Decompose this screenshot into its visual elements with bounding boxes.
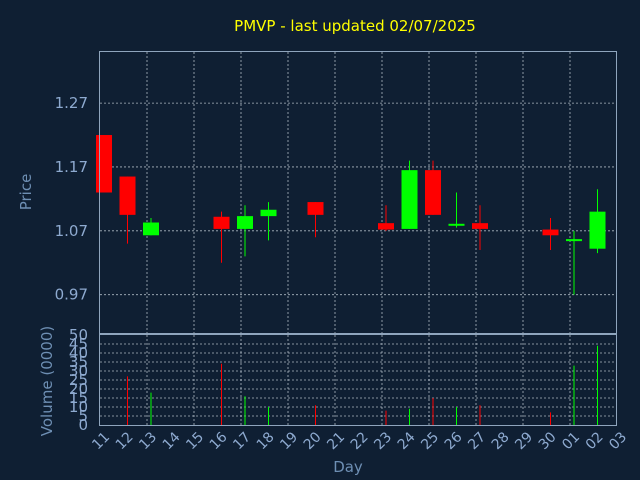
candle-body bbox=[542, 229, 559, 236]
price-grid bbox=[100, 52, 616, 333]
candle bbox=[378, 205, 394, 231]
x-tick-label: 21 bbox=[324, 429, 348, 453]
volume-tick-label: 40 bbox=[69, 344, 88, 362]
price-y-ticks: 0.97 1.07 1.17 1.27 bbox=[55, 94, 88, 304]
x-tick-label: 02 bbox=[583, 429, 607, 453]
x-tick-label: 16 bbox=[207, 429, 231, 453]
candle-body bbox=[378, 223, 394, 230]
candle bbox=[119, 176, 136, 244]
candlesticks bbox=[96, 135, 606, 295]
price-panel-frame bbox=[99, 51, 617, 334]
candle-body bbox=[237, 216, 253, 229]
candle-body bbox=[307, 202, 324, 215]
volume-tick-label: 30 bbox=[69, 362, 88, 380]
x-tick-label: 22 bbox=[348, 429, 372, 453]
candle bbox=[96, 135, 112, 193]
x-tick-label: 27 bbox=[465, 429, 489, 453]
candle bbox=[589, 189, 606, 254]
candle bbox=[213, 211, 230, 263]
candle-body bbox=[213, 216, 230, 229]
volume-tick-label: 0 bbox=[78, 416, 88, 434]
price-tick-label: 0.97 bbox=[55, 286, 88, 304]
candle bbox=[425, 160, 441, 215]
x-tick-label: 01 bbox=[559, 429, 583, 453]
volume-tick-label: 25 bbox=[69, 371, 88, 389]
x-tick-label: 03 bbox=[606, 429, 630, 453]
candle-body bbox=[589, 211, 606, 249]
chart-title: PMVP - last updated 02/07/2025 bbox=[234, 17, 476, 35]
candle-body bbox=[425, 170, 441, 215]
candle bbox=[260, 202, 277, 241]
volume-tick-label: 20 bbox=[69, 380, 88, 398]
volume-tick-label: 5 bbox=[78, 407, 88, 425]
x-tick-label: 20 bbox=[301, 429, 325, 453]
x-tick-label: 29 bbox=[512, 429, 536, 453]
candle bbox=[143, 218, 159, 236]
x-tick-label: 11 bbox=[89, 429, 113, 453]
candle-body bbox=[260, 209, 277, 217]
x-tick-label: 26 bbox=[442, 429, 466, 453]
candle bbox=[448, 192, 465, 228]
price-tick-label: 1.17 bbox=[55, 158, 88, 176]
candle-body bbox=[119, 176, 136, 215]
volume-panel-frame bbox=[99, 334, 617, 426]
x-tick-label: 30 bbox=[536, 429, 560, 453]
volume-grid bbox=[100, 335, 616, 425]
x-tick-label: 13 bbox=[136, 429, 160, 453]
x-ticks: 11 12 13 14 15 16 17 18 19 20 21 22 23 24 25 26 27 28 29 30… bbox=[89, 429, 630, 453]
candle-body bbox=[566, 239, 582, 242]
price-tick-label: 1.07 bbox=[55, 222, 88, 240]
candle bbox=[472, 205, 488, 250]
x-tick-label: 25 bbox=[418, 429, 442, 453]
candle bbox=[237, 205, 253, 257]
candle-body bbox=[96, 135, 112, 193]
candle bbox=[542, 218, 559, 250]
volume-axis-label: Volume (0000) bbox=[38, 326, 56, 436]
x-tick-label: 15 bbox=[183, 429, 207, 453]
candle-body bbox=[143, 222, 159, 236]
candle bbox=[401, 160, 418, 229]
volume-tick-label: 15 bbox=[69, 389, 88, 407]
x-tick-label: 14 bbox=[160, 429, 184, 453]
x-tick-label: 12 bbox=[113, 429, 137, 453]
candle bbox=[307, 202, 324, 238]
x-tick-label: 19 bbox=[277, 429, 301, 453]
candle bbox=[566, 230, 582, 295]
volume-tick-label: 10 bbox=[69, 398, 88, 416]
volume-tick-label: 50 bbox=[69, 326, 88, 344]
x-tick-label: 17 bbox=[230, 429, 254, 453]
x-tick-label: 23 bbox=[371, 429, 395, 453]
volume-tick-label: 35 bbox=[69, 353, 88, 371]
x-tick-label: 18 bbox=[254, 429, 278, 453]
price-tick-label: 1.27 bbox=[55, 94, 88, 112]
volume-bars bbox=[127, 345, 598, 425]
x-tick-label: 28 bbox=[489, 429, 513, 453]
price-axis-label: Price bbox=[17, 174, 35, 211]
candle-body bbox=[472, 223, 488, 229]
candle-body bbox=[401, 170, 418, 229]
volume-tick-label: 45 bbox=[69, 335, 88, 353]
x-axis-label: Day bbox=[333, 458, 363, 476]
candle-body bbox=[448, 223, 465, 226]
x-tick-label: 24 bbox=[395, 429, 419, 453]
